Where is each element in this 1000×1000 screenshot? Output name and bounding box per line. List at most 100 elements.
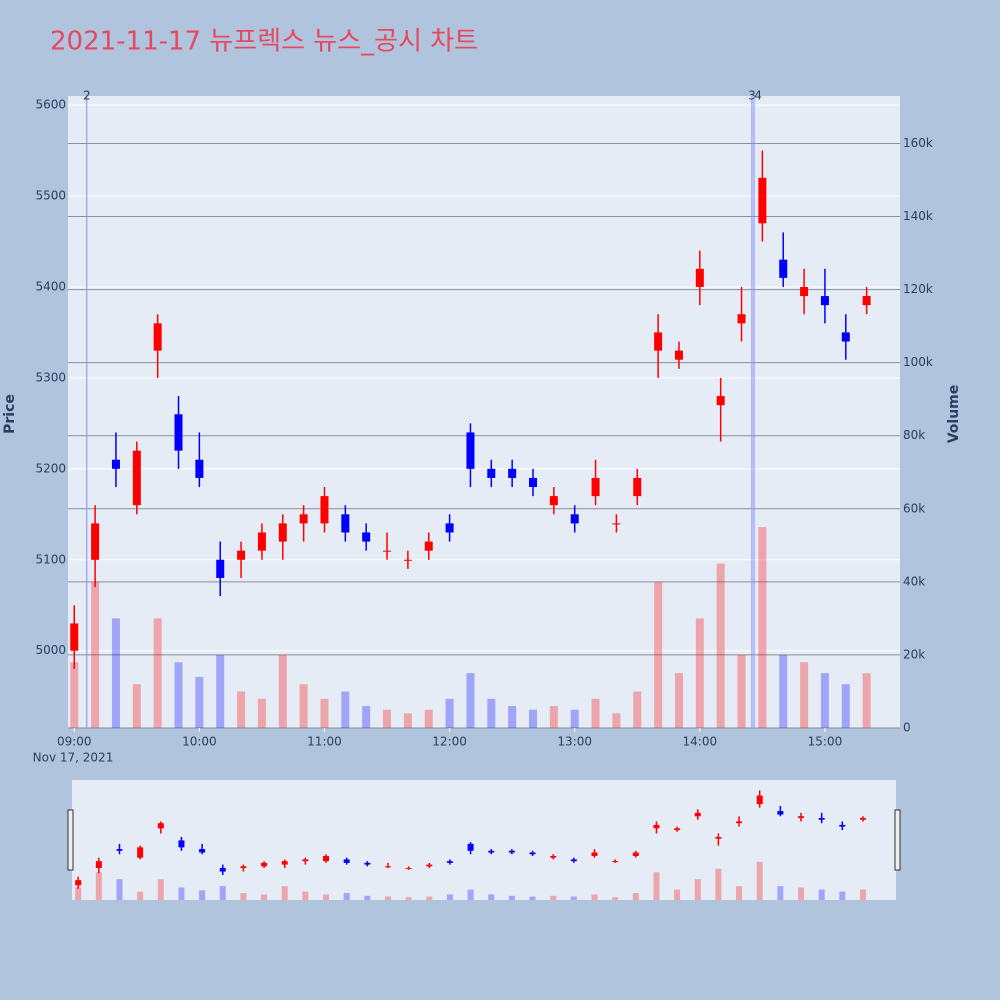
mini-candle-body [323,855,330,862]
candle-body [174,414,183,451]
x-tick-label: 15:00 [808,735,843,749]
y2-tick-label: 160k [903,136,933,150]
mini-volume-bar [261,894,268,900]
mini-volume-bar [446,894,453,900]
volume-bar [341,691,350,728]
volume-bar [758,527,767,728]
mini-volume-bar [736,886,743,900]
candle-body [633,477,642,497]
x-tick-label: 09:00 [57,735,92,749]
volume-bar [862,673,871,728]
mini-candle-body [116,849,123,851]
mini-candle-body [199,849,206,853]
y2-tick-label: 60k [903,501,925,515]
candle-body [195,459,204,478]
mini-candle-body [467,843,474,851]
mini-volume-bar [384,896,391,900]
candle-body [591,477,600,497]
mini-candle-body [95,861,102,869]
candle-body [570,514,579,524]
volume-bar [362,706,371,728]
mini-volume-bar [612,897,619,900]
candle-body [403,559,412,561]
mini-volume-bar [715,868,722,900]
y-tick-label: 5100 [35,552,66,566]
news-label: 2 [83,89,91,103]
volume-bar [737,654,746,728]
candle-body [341,514,350,533]
mini-volume-bar [219,886,226,900]
volume-bar [466,673,475,728]
x-tick-label: 11:00 [307,735,342,749]
mini-candle-body [612,861,619,863]
volume-bar [424,709,433,728]
candle-body [779,259,788,278]
mini-volume-bar [550,895,557,900]
volume-bar [508,706,517,728]
range-handle[interactable] [894,809,901,871]
mini-candle-body [798,816,805,818]
volume-bar [695,618,704,728]
x-tick-label: 10:00 [182,735,217,749]
volume-bar [487,698,496,728]
mini-candle-body [694,812,701,817]
candle-body [132,450,141,506]
candle-body [424,541,433,551]
mini-volume-bar [632,893,639,900]
candle-body [654,332,663,351]
mini-volume-bar [405,897,412,900]
volume-bar [549,706,558,728]
candle-body [820,296,829,306]
mini-volume-bar [467,889,474,900]
candle-body [737,314,746,324]
mini-candle-body [508,850,515,853]
candle-body [612,523,621,525]
mini-volume-bar [199,890,206,900]
y-axis-title: Price [2,394,18,434]
volume-bar [237,691,246,728]
volume-bar [195,676,204,728]
y2-tick-label: 100k [903,355,933,369]
mini-volume-bar [75,887,82,900]
volume-bar [153,618,162,728]
mini-candle-body [364,862,371,865]
chart-title: 2021-11-17 뉴프렉스 뉴스_공시 차트 [50,27,478,57]
mini-candle-body [219,868,226,872]
mini-candle-body [75,880,82,886]
y-tick-label: 5000 [35,643,66,657]
candle-body [758,177,767,224]
y2-tick-label: 20k [903,647,925,661]
volume-bar [529,709,538,728]
news-label: 4 [754,89,762,103]
x-tick-label: 13:00 [557,735,592,749]
plot-area [68,96,900,728]
mini-volume-bar [798,887,805,900]
mini-candle-body [736,821,743,824]
volume-bar [820,673,829,728]
volume-bar [403,713,412,728]
candle-body [508,468,517,478]
y-tick-label: 5400 [35,279,66,293]
volume-bar [299,684,308,728]
mini-candle-body [405,868,412,870]
mini-volume-bar [570,896,577,900]
volume-bar [612,713,621,728]
mini-candle-body [839,824,846,827]
candle-body [70,623,79,651]
news-label: 3 [748,89,756,103]
volume-bar [278,654,287,728]
mini-candle-body [426,864,433,867]
mini-volume-bar [777,886,784,900]
y-tick-label: 5200 [35,461,66,475]
mini-candle-body [859,817,866,820]
volume-bar [257,698,266,728]
mini-candle-body [137,847,144,858]
mini-volume-bar [116,879,123,900]
volume-bar [91,581,100,728]
range-handle[interactable] [67,809,74,871]
mini-candle-body [261,862,268,867]
mini-candle-body [384,866,391,868]
mini-candle-body [570,859,577,862]
mini-volume-bar [508,895,515,900]
mini-candle-body [756,795,763,805]
